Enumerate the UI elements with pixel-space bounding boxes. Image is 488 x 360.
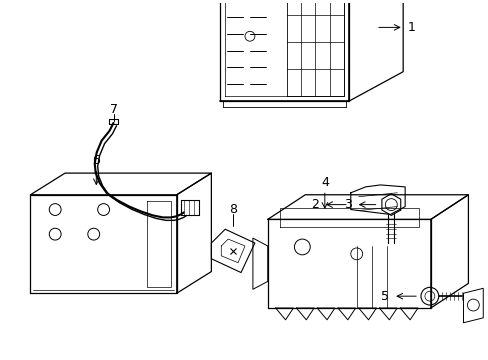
Text: 7: 7 [109, 103, 117, 116]
Text: 4: 4 [320, 176, 328, 189]
Text: 6: 6 [92, 154, 100, 167]
Text: 8: 8 [229, 203, 237, 216]
Text: 5: 5 [381, 290, 388, 303]
Text: 3: 3 [343, 198, 351, 211]
Text: 1: 1 [407, 21, 415, 34]
Text: 2: 2 [311, 198, 319, 211]
